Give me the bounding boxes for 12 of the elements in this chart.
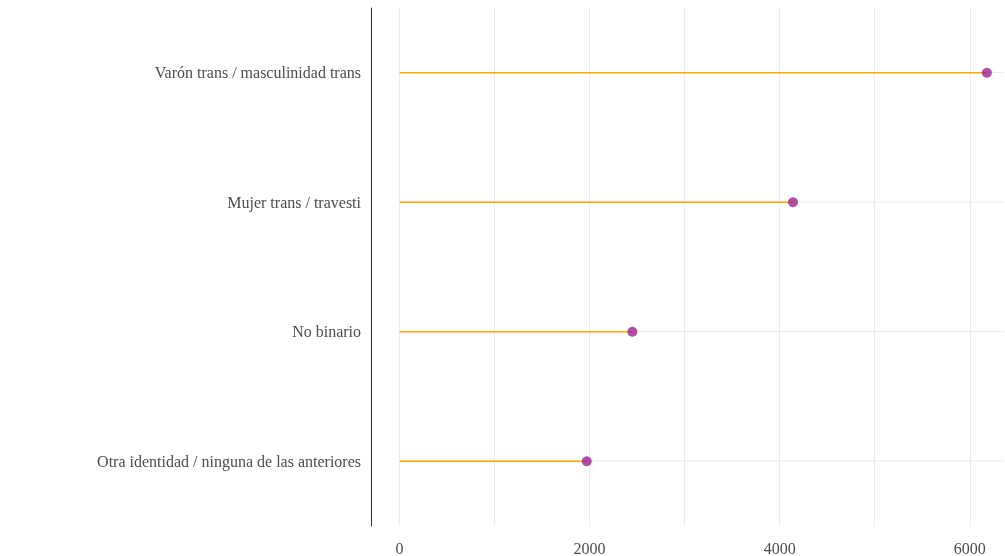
y-tick-label: Mujer trans / travesti (227, 193, 362, 212)
x-tick-label: 2000 (573, 539, 606, 556)
point (981, 67, 992, 78)
point (627, 326, 638, 337)
point (581, 456, 592, 467)
x-tick-label: 0 (395, 539, 404, 556)
x-tick-label: 4000 (763, 539, 796, 556)
x-tick-label: 6000 (953, 539, 986, 556)
y-tick-label: Otra identidad / ninguna de las anteriores (97, 452, 361, 471)
point (788, 197, 798, 208)
y-tick-label: No binario (292, 323, 361, 341)
y-tick-label: Varón trans / masculinidad trans (154, 64, 361, 82)
